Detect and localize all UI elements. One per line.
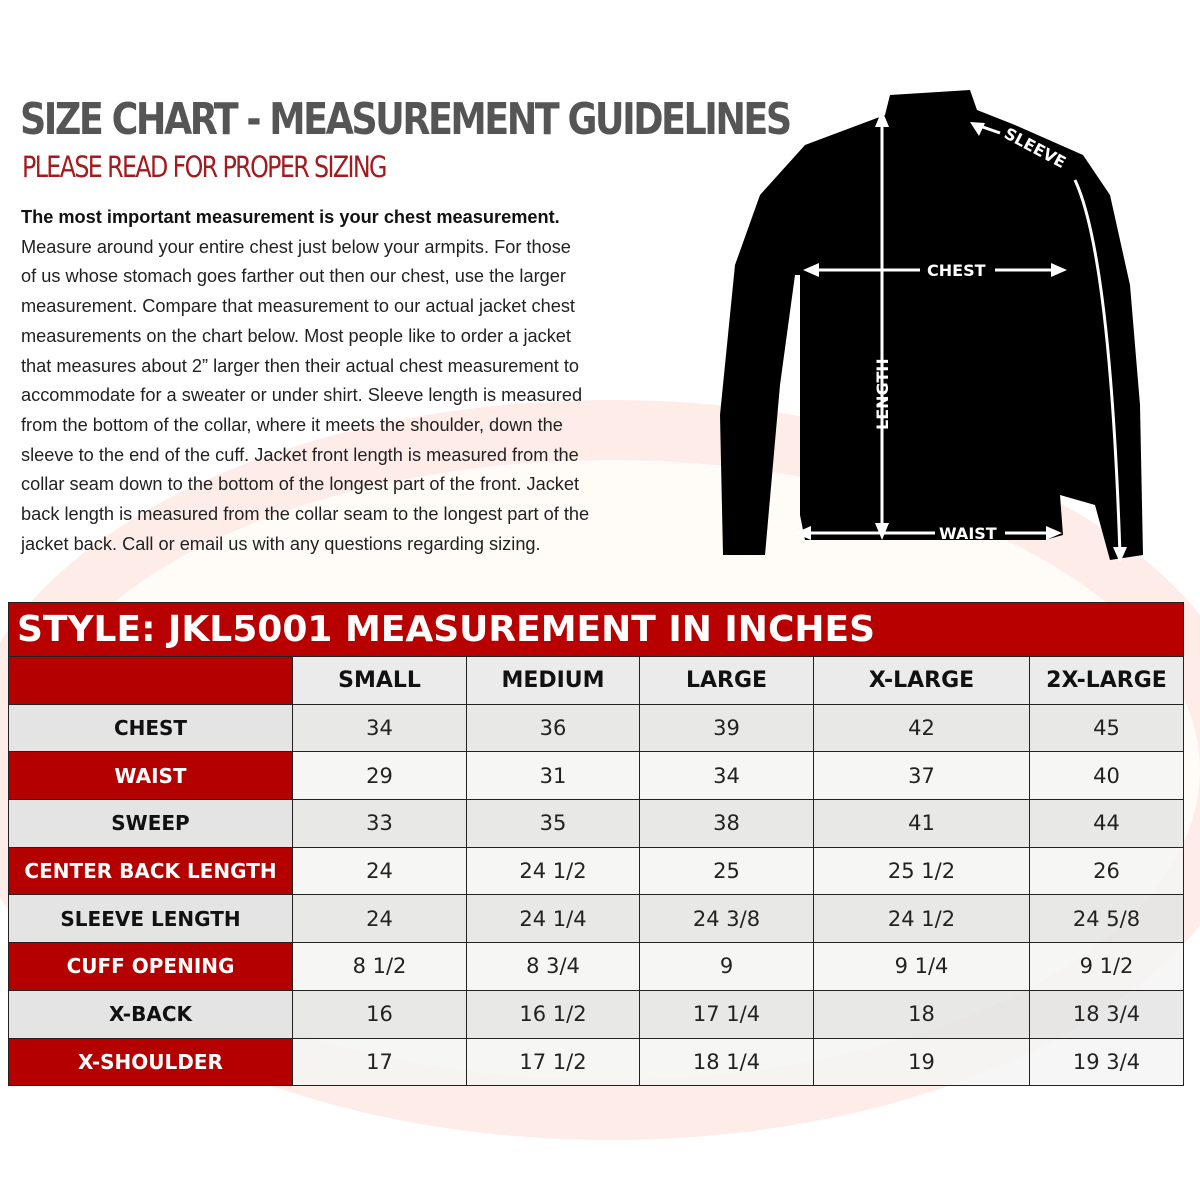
intro-line: Measure around your entire chest just be…	[21, 236, 571, 257]
row-label: CUFF OPENING	[8, 942, 293, 991]
table-cell: 24 1/2	[466, 846, 640, 896]
table-cell: 37	[813, 751, 1030, 801]
length-label: LENGTH	[873, 358, 892, 430]
table-cell: 34	[292, 703, 467, 753]
intro-line: of us whose stomach goes farther out the…	[21, 266, 566, 287]
intro-line: sleeve to the end of the cuff. Jacket fr…	[21, 444, 579, 465]
intro-line: accommodate for a sweater or under shirt…	[21, 385, 583, 406]
table-cell: 24	[292, 894, 467, 944]
table-cell: 40	[1029, 751, 1184, 801]
table-title: STYLE: JKL5001 MEASUREMENT IN INCHES	[8, 602, 1184, 657]
column-header: MEDIUM	[466, 656, 640, 705]
table-cell: 24 1/4	[466, 894, 640, 944]
table-cell: 9 1/2	[1029, 942, 1184, 991]
table-row: X-SHOULDER 17 17 1/2 18 1/4 19 19 3/4	[8, 1037, 1184, 1087]
table-cell: 24 3/8	[639, 894, 814, 944]
table-cell: 42	[813, 703, 1030, 753]
table-cell: 26	[1029, 846, 1184, 896]
intro-line: jacket back. Call or email us with any q…	[21, 533, 541, 554]
column-header: 2X-LARGE	[1029, 656, 1184, 705]
jacket-diagram: CHEST WAIST LENGTH SLEEVE	[720, 90, 1143, 563]
table-cell: 25	[639, 846, 814, 896]
table-cell: 18	[813, 989, 1030, 1039]
table-cell: 36	[466, 703, 640, 753]
table-row: WAIST 29 31 34 37 40	[8, 751, 1184, 801]
table-row: CUFF OPENING 8 1/2 8 3/4 9 9 1/4 9 1/2	[8, 942, 1184, 991]
table-cell: 44	[1029, 799, 1184, 848]
page-title: SIZE CHART - MEASUREMENT GUIDELINES	[20, 94, 792, 145]
table-cell: 38	[639, 799, 814, 848]
table-cell: 35	[466, 799, 640, 848]
table-row: SWEEP 33 35 38 41 44	[8, 799, 1184, 848]
table-cell: 16	[292, 989, 467, 1039]
table-cell: 24 5/8	[1029, 894, 1184, 944]
row-label: SLEEVE LENGTH	[8, 894, 293, 944]
table-cell: 8 3/4	[466, 942, 640, 991]
table-cell: 19 3/4	[1029, 1037, 1184, 1087]
intro-line: from the bottom of the collar, where it …	[21, 414, 563, 435]
intro-line: back length is measured from the collar …	[21, 504, 590, 525]
table-row: CENTER BACK LENGTH 24 24 1/2 25 25 1/2 26	[8, 846, 1184, 896]
row-label: X-SHOULDER	[8, 1037, 293, 1087]
table-cell: 34	[639, 751, 814, 801]
intro-paragraph: The most important measurement is your c…	[21, 203, 589, 559]
size-chart-table: STYLE: JKL5001 MEASUREMENT IN INCHES SMA…	[8, 602, 1184, 1087]
row-label: CENTER BACK LENGTH	[8, 846, 293, 896]
table-cell: 9	[639, 942, 814, 991]
column-header: X-LARGE	[813, 656, 1030, 705]
table-cell: 9 1/4	[813, 942, 1030, 991]
table-cell: 16 1/2	[466, 989, 640, 1039]
table-row: CHEST 34 36 39 42 45	[8, 703, 1184, 753]
table-cell: 18 3/4	[1029, 989, 1184, 1039]
intro-line: that measures about 2” larger then their…	[21, 355, 580, 376]
jacket-silhouette	[720, 90, 1143, 560]
table-cell: 18 1/4	[639, 1037, 814, 1087]
waist-label: WAIST	[939, 524, 997, 543]
intro-lead: The most important measurement is your c…	[21, 207, 560, 227]
table-cell: 33	[292, 799, 467, 848]
intro-line: measurement. Compare that measurement to…	[21, 296, 575, 317]
column-header: SMALL	[292, 656, 467, 705]
intro-line: measurements on the chart below. Most pe…	[21, 325, 571, 346]
chest-label: CHEST	[927, 261, 986, 280]
table-cell: 17	[292, 1037, 467, 1087]
table-cell: 8 1/2	[292, 942, 467, 991]
table-cell: 39	[639, 703, 814, 753]
intro-line: collar seam down to the bottom of the lo…	[21, 474, 580, 495]
header-row: SMALL MEDIUM LARGE X-LARGE 2X-LARGE	[8, 656, 1184, 705]
column-header: LARGE	[639, 656, 814, 705]
table-cell: 24	[292, 846, 467, 896]
table-row: SLEEVE LENGTH 24 24 1/4 24 3/8 24 1/2 24 5/8	[8, 894, 1184, 944]
table-row: X-BACK 16 16 1/2 17 1/4 18 18 3/4	[8, 989, 1184, 1039]
row-label: WAIST	[8, 751, 293, 801]
sleeve-arrow	[1073, 179, 1122, 556]
row-label: X-BACK	[8, 989, 293, 1039]
table-cell: 17 1/2	[466, 1037, 640, 1087]
table-cell: 19	[813, 1037, 1030, 1087]
table-cell: 17 1/4	[639, 989, 814, 1039]
table-cell: 31	[466, 751, 640, 801]
table-cell: 45	[1029, 703, 1184, 753]
row-label: CHEST	[8, 703, 293, 753]
corner-cell	[8, 656, 293, 705]
page-subtitle: PLEASE READ FOR PROPER SIZING	[22, 150, 387, 184]
table-cell: 29	[292, 751, 467, 801]
table-cell: 24 1/2	[813, 894, 1030, 944]
row-label: SWEEP	[8, 799, 293, 848]
table-cell: 25 1/2	[813, 846, 1030, 896]
table-cell: 41	[813, 799, 1030, 848]
